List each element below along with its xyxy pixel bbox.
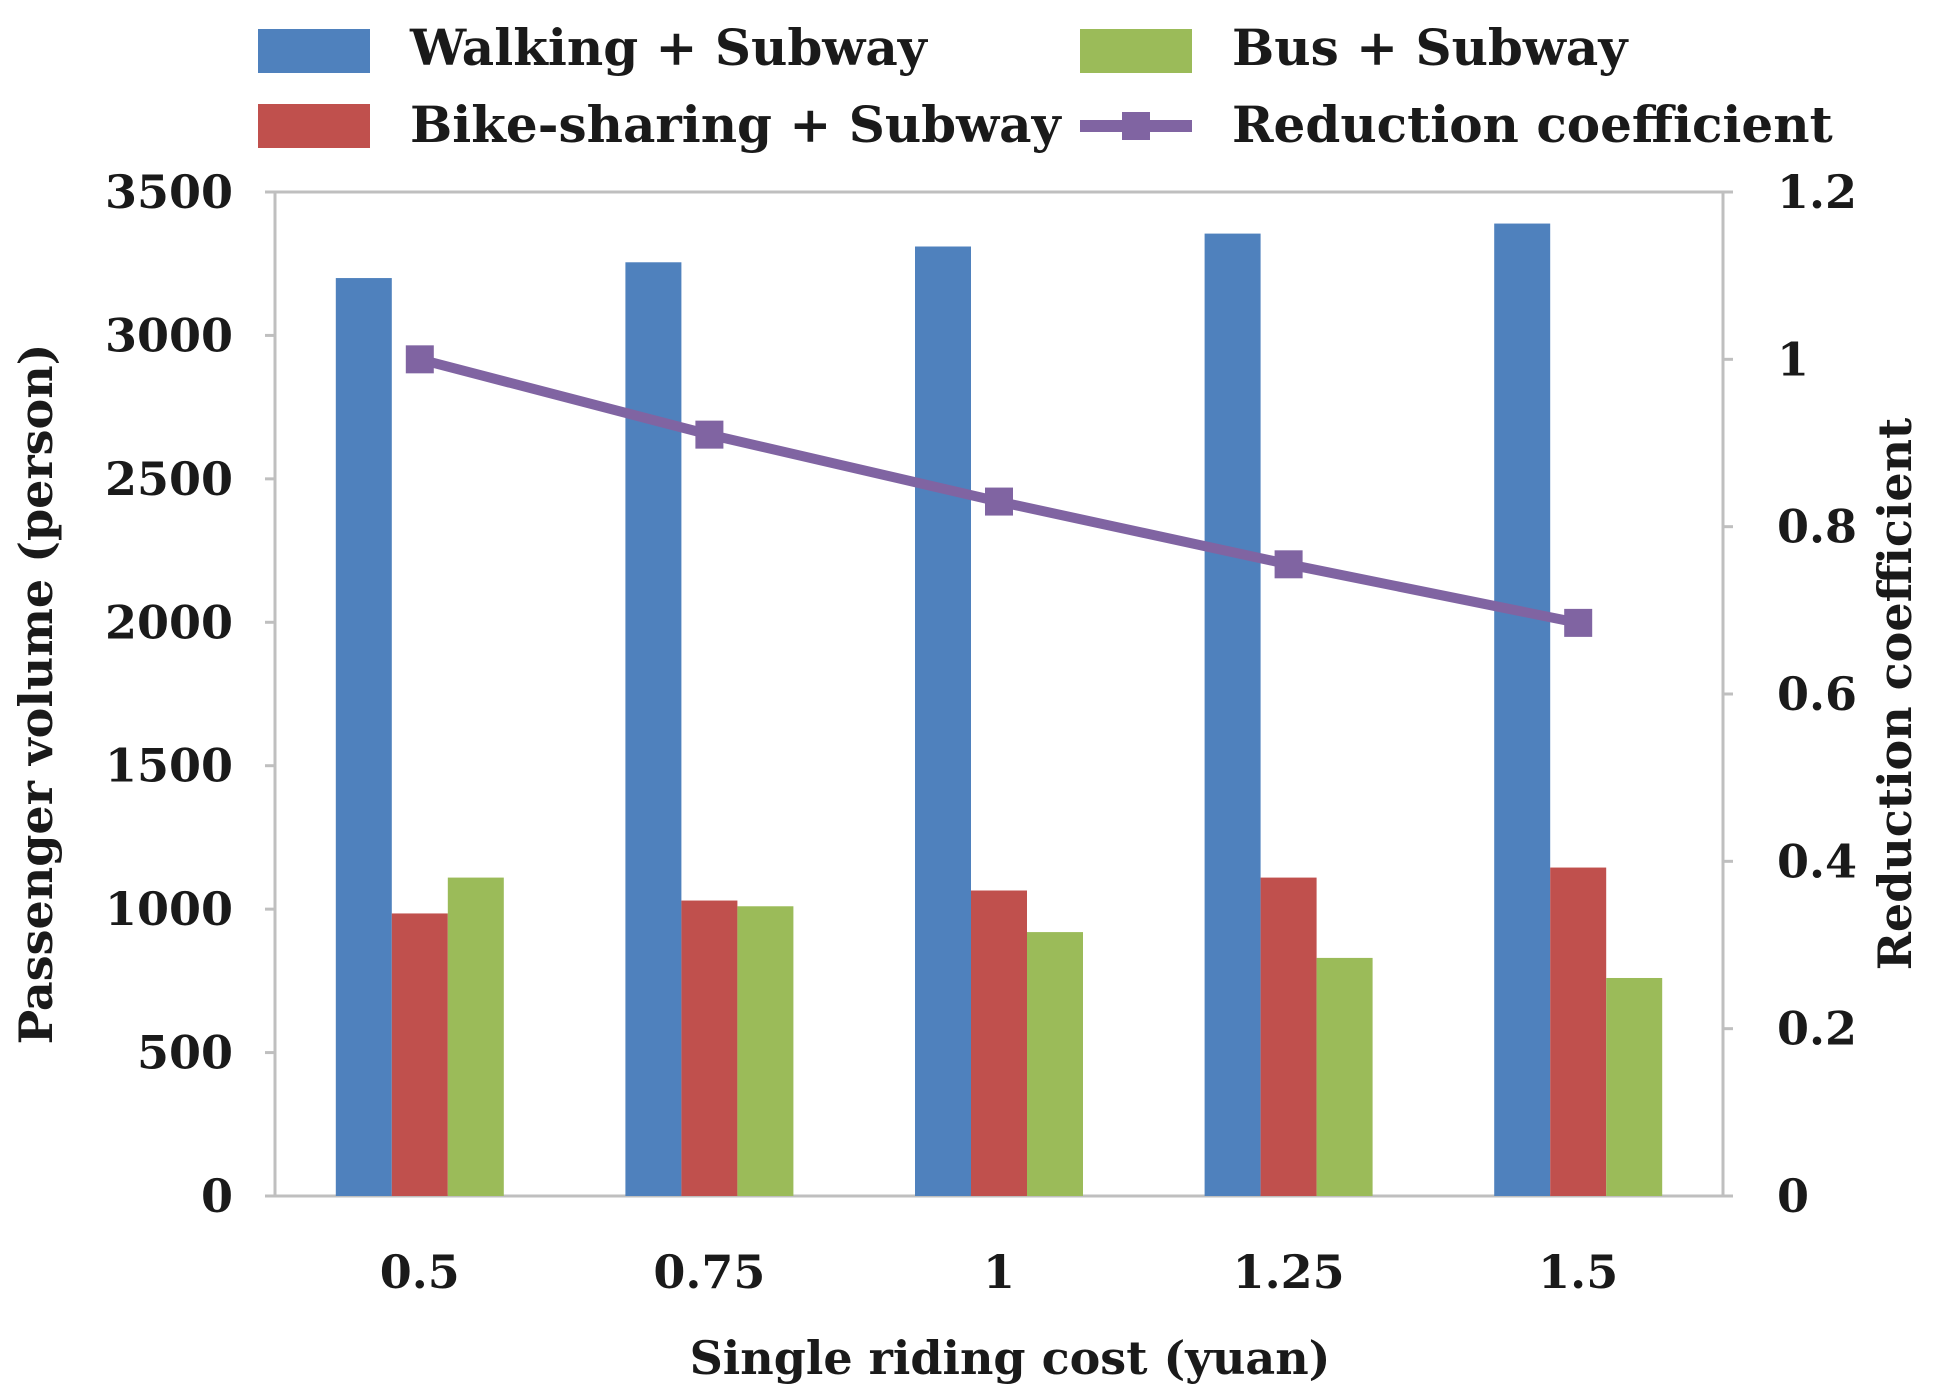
legend-swatch-bus-subway xyxy=(1080,29,1192,73)
legend-label-walking-subway: Walking + Subway xyxy=(409,18,929,77)
reduction-coefficient-point xyxy=(695,420,724,449)
bar-bus-subway xyxy=(1606,977,1663,1196)
legend-label-bike-sharing-subway: Bike-sharing + Subway xyxy=(410,95,1063,154)
y-tick-label: 2000 xyxy=(105,595,233,649)
y-tick-label: 3500 xyxy=(105,165,233,219)
y2-tick-label: 0.4 xyxy=(1777,834,1857,888)
reduction-coefficient-point xyxy=(405,345,434,374)
y2-tick-label: 1 xyxy=(1777,332,1809,386)
bar-bus-subway xyxy=(1027,932,1083,1196)
y2-tick-label: 0.8 xyxy=(1777,500,1857,554)
bar-bike-sharing-subway xyxy=(391,913,448,1196)
bar-walking-subway xyxy=(625,262,682,1196)
bar-bus-subway xyxy=(737,906,794,1196)
bar-bike-sharing-subway xyxy=(1550,867,1607,1196)
y2-axis-ticks: 0 0.2 0.4 0.6 0.8 1 1.2 xyxy=(1723,165,1857,1223)
y2-axis-title: Reduction coefficient xyxy=(1868,417,1922,970)
legend-marker-reduction-coefficient xyxy=(1122,112,1150,140)
y-axis-ticks: 0 500 1000 1500 2000 2500 3000 3500 xyxy=(105,165,275,1223)
line-series xyxy=(405,345,1593,637)
legend-swatch-walking-subway xyxy=(258,29,370,73)
bar-walking-subway xyxy=(335,278,392,1196)
x-axis-ticks: 0.5 0.75 1 1.25 1.5 xyxy=(380,1245,1618,1299)
reduction-coefficient-point xyxy=(1274,550,1303,579)
y-tick-label: 500 xyxy=(137,1026,233,1080)
x-tick-label: 0.5 xyxy=(380,1245,460,1299)
legend: Walking + Subway Bus + Subway Bike-shari… xyxy=(258,18,1833,154)
x-tick-label: 1 xyxy=(983,1245,1015,1299)
y-axis-title: Passenger volume (person) xyxy=(9,344,63,1045)
reduction-coefficient-point xyxy=(1564,608,1593,637)
x-axis-title: Single riding cost (yuan) xyxy=(690,1331,1331,1385)
bar-walking-subway xyxy=(1494,223,1551,1196)
y-tick-label: 3000 xyxy=(105,308,233,362)
y-tick-label: 2500 xyxy=(105,452,233,506)
x-tick-label: 1.25 xyxy=(1233,1245,1345,1299)
bar-bus-subway xyxy=(1316,957,1373,1196)
bar-bike-sharing-subway xyxy=(1260,877,1317,1196)
bar-bus-subway xyxy=(447,877,504,1196)
y2-tick-label: 1.2 xyxy=(1777,165,1857,219)
bar-bike-sharing-subway xyxy=(681,900,738,1196)
y2-tick-label: 0.2 xyxy=(1777,1002,1857,1056)
y-tick-label: 0 xyxy=(201,1169,233,1223)
reduction-coefficient-point xyxy=(985,487,1013,516)
legend-swatch-bike-sharing-subway xyxy=(258,104,370,148)
bar-bike-sharing-subway xyxy=(971,890,1027,1196)
bars xyxy=(335,223,1663,1196)
x-tick-label: 1.5 xyxy=(1538,1245,1618,1299)
y2-tick-label: 0.6 xyxy=(1777,667,1857,721)
legend-label-reduction-coefficient: Reduction coefficient xyxy=(1232,95,1833,154)
y-tick-label: 1500 xyxy=(105,739,233,793)
legend-label-bus-subway: Bus + Subway xyxy=(1232,18,1629,77)
bar-walking-subway xyxy=(1204,233,1261,1196)
y-tick-label: 1000 xyxy=(105,882,233,936)
x-tick-label: 0.75 xyxy=(653,1245,765,1299)
y2-tick-label: 0 xyxy=(1777,1169,1809,1223)
bar-walking-subway xyxy=(915,246,971,1196)
